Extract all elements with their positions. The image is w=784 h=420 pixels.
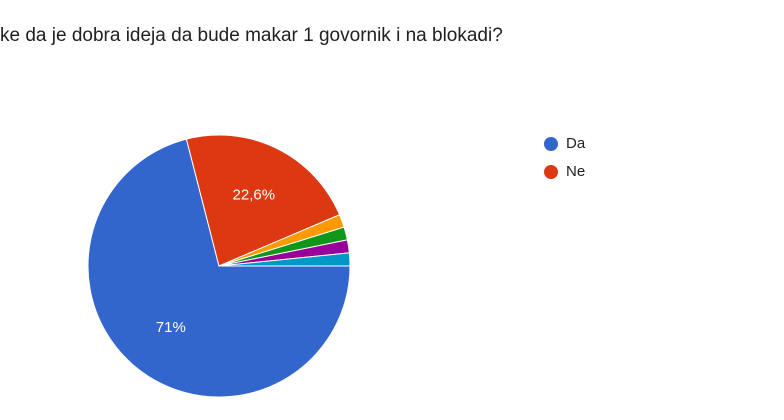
legend-label: Da — [566, 135, 586, 152]
pie-slice — [87, 138, 351, 398]
legend-label: Ne — [566, 163, 585, 180]
slice-label: 22,6% — [233, 186, 276, 203]
slice-label: 71% — [156, 319, 186, 336]
chart-title: ke da je dobra ideja da bude makar 1 gov… — [0, 25, 503, 46]
pie-slice — [218, 252, 351, 267]
legend-marker — [544, 165, 558, 179]
legend-marker — [544, 137, 558, 151]
pie-slice — [185, 134, 341, 267]
